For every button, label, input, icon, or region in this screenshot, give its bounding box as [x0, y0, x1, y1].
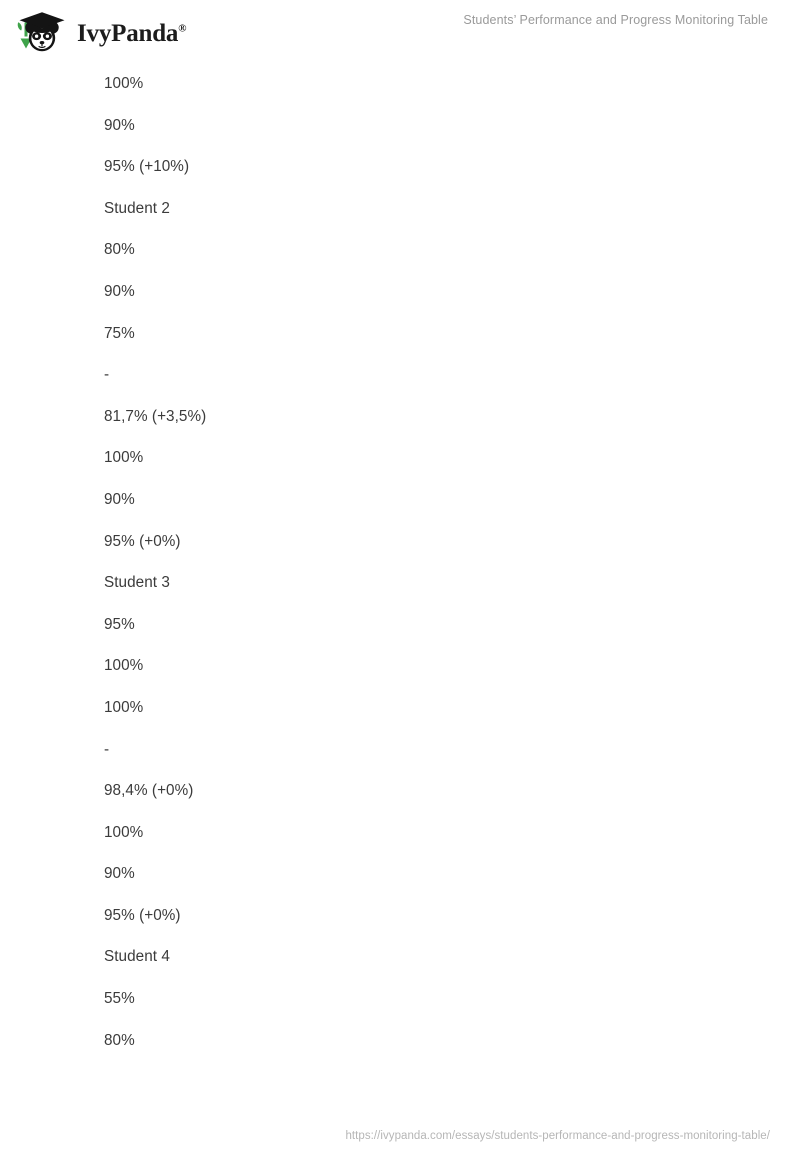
content-row: -	[104, 366, 110, 384]
content-row: Student 3	[104, 574, 170, 592]
document-title: Students’ Performance and Progress Monit…	[463, 13, 768, 27]
panda-graduate-logo-icon	[17, 12, 65, 52]
content-row: 75%	[104, 324, 135, 342]
content-row: 55%	[104, 990, 135, 1008]
content-row: -	[104, 740, 110, 758]
content-row: 100%	[104, 657, 144, 675]
brand-wordmark: IvyPanda®	[77, 21, 186, 46]
document-content: 100% 90% 95% (+10%) Student 2 80% 90% 75…	[104, 74, 724, 1072]
content-row: 95% (+0%)	[104, 532, 181, 550]
registered-trademark-symbol: ®	[178, 22, 187, 35]
footer-source-url[interactable]: https://ivypanda.com/essays/students-per…	[345, 1130, 770, 1142]
brand-name: IvyPanda	[77, 19, 179, 47]
page-header: IvyPanda® Students’ Performance and Prog…	[0, 0, 800, 60]
content-row: 100%	[104, 75, 144, 92]
content-row: 95%	[104, 615, 135, 633]
content-row: 80%	[104, 241, 135, 259]
content-row: 81,7% (+3,5%)	[104, 407, 207, 425]
content-row: 95% (+10%)	[104, 158, 190, 176]
content-row: 80%	[104, 1031, 135, 1049]
content-row: 90%	[104, 282, 135, 300]
content-row: 90%	[104, 490, 135, 508]
content-row: 100%	[104, 698, 144, 716]
content-row: 100%	[104, 823, 144, 841]
content-row: 90%	[104, 865, 135, 883]
content-row: Student 4	[104, 948, 170, 966]
content-row: 100%	[104, 449, 144, 467]
content-row: Student 2	[104, 199, 170, 217]
page-footer: https://ivypanda.com/essays/students-per…	[0, 1118, 800, 1160]
content-row: 90%	[104, 116, 135, 134]
content-row: 98,4% (+0%)	[104, 782, 194, 800]
content-row: 95% (+0%)	[104, 906, 181, 924]
brand-logo-link[interactable]: IvyPanda®	[14, 12, 186, 52]
